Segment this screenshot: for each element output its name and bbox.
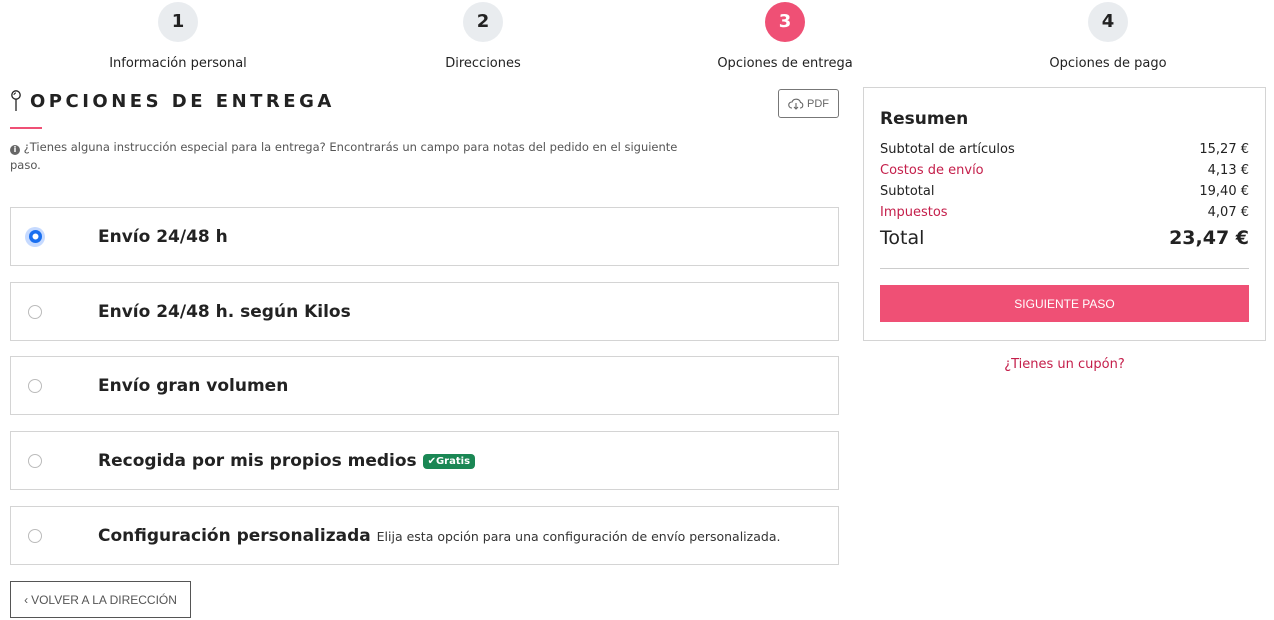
summary-row: Impuestos 4,07 € bbox=[880, 205, 1249, 220]
step-label: Direcciones bbox=[445, 56, 521, 71]
info-icon: i bbox=[10, 145, 20, 155]
radio[interactable] bbox=[28, 304, 42, 319]
step-number: 3 bbox=[765, 2, 805, 42]
info-text: ¿Tienes alguna instrucción especial para… bbox=[10, 140, 678, 172]
step-1[interactable]: 1 Información personal bbox=[58, 2, 298, 71]
coupon-link[interactable]: ¿Tienes un cupón? bbox=[1004, 357, 1125, 372]
option-description: Elija esta opción para una configuración… bbox=[376, 528, 781, 544]
pdf-label: PDF bbox=[807, 97, 829, 110]
map-pin-icon bbox=[11, 90, 21, 111]
back-to-address-button[interactable]: ‹ VOLVER A LA DIRECCIÓN bbox=[10, 581, 191, 618]
section-title-text: OPCIONES DE ENTREGA bbox=[30, 90, 335, 112]
radio[interactable] bbox=[28, 453, 42, 468]
step-2[interactable]: 2 Direcciones bbox=[363, 2, 603, 71]
step-number: 1 bbox=[158, 2, 198, 42]
option-label: Recogida por mis propios medios bbox=[98, 450, 417, 471]
badge-text: Gratis bbox=[435, 455, 471, 467]
free-badge: ✔Gratis bbox=[422, 453, 476, 469]
option-label: Envío 24/48 h. según Kilos bbox=[98, 301, 351, 322]
order-summary: Resumen Subtotal de artículos 15,27 € Cos… bbox=[863, 87, 1266, 341]
summary-row: Subtotal de artículos 15,27 € bbox=[880, 142, 1249, 157]
step-3: 3 Opciones de entrega bbox=[665, 2, 905, 71]
chevron-left-icon: ‹ bbox=[24, 592, 29, 607]
step-label: Información personal bbox=[109, 56, 247, 71]
step-number: 2 bbox=[463, 2, 503, 42]
cloud-download-icon bbox=[788, 98, 804, 110]
pdf-button[interactable]: PDF bbox=[778, 89, 839, 118]
shipping-option[interactable]: Envío gran volumen bbox=[10, 356, 839, 415]
shipping-option[interactable]: Recogida por mis propios medios ✔Gratis bbox=[10, 431, 839, 490]
option-label: Configuración personalizada bbox=[98, 525, 371, 546]
shipping-option[interactable]: Configuración personalizada Elija esta o… bbox=[10, 506, 839, 565]
summary-total: Total 23,47 € bbox=[880, 227, 1249, 249]
summary-row: Costos de envío 4,13 € bbox=[880, 163, 1249, 178]
option-label: Envío gran volumen bbox=[98, 375, 289, 396]
divider bbox=[880, 268, 1249, 269]
step-label: Opciones de pago bbox=[1049, 56, 1167, 71]
step-number: 4 bbox=[1088, 2, 1128, 42]
next-step-button[interactable]: SIGUIENTE PASO bbox=[880, 285, 1249, 322]
summary-title: Resumen bbox=[880, 109, 969, 129]
back-label: VOLVER A LA DIRECCIÓN bbox=[31, 592, 177, 607]
summary-row: Subtotal 19,40 € bbox=[880, 184, 1249, 199]
check-icon: ✔ bbox=[427, 455, 436, 467]
radio-selected[interactable] bbox=[25, 226, 45, 247]
radio[interactable] bbox=[28, 528, 42, 543]
radio[interactable] bbox=[28, 378, 42, 393]
option-label: Envío 24/48 h bbox=[98, 226, 228, 247]
info-note: i ¿Tienes alguna instrucción especial pa… bbox=[10, 138, 680, 174]
shipping-option[interactable]: Envío 24/48 h bbox=[10, 207, 839, 266]
title-underline bbox=[10, 127, 42, 129]
step-label: Opciones de entrega bbox=[717, 56, 853, 71]
step-4: 4 Opciones de pago bbox=[988, 2, 1228, 71]
shipping-option[interactable]: Envío 24/48 h. según Kilos bbox=[10, 282, 839, 341]
section-title: OPCIONES DE ENTREGA bbox=[10, 90, 335, 112]
